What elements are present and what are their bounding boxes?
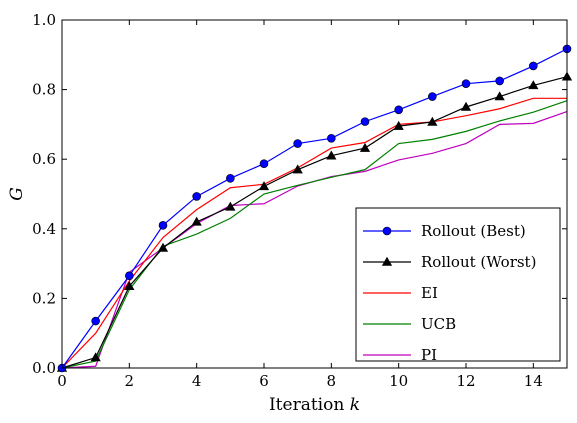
legend-marker bbox=[381, 256, 393, 266]
x-axis-label-var: k bbox=[350, 395, 360, 415]
x-axis-label: Iteration k bbox=[269, 395, 360, 415]
data-point bbox=[427, 116, 438, 126]
x-tick-label: 6 bbox=[259, 372, 269, 390]
x-axis-label-text: Iteration bbox=[269, 395, 350, 415]
y-tick-label: 0.8 bbox=[32, 81, 56, 99]
legend-label: PI bbox=[421, 346, 437, 364]
data-point bbox=[259, 159, 269, 169]
data-point bbox=[258, 181, 270, 191]
x-tick-label: 2 bbox=[125, 372, 135, 390]
y-tick-label: 0.6 bbox=[32, 150, 56, 168]
series-rollout-best bbox=[57, 44, 572, 373]
data-point bbox=[125, 271, 134, 281]
data-point bbox=[528, 80, 539, 90]
legend-entry-ei: EI bbox=[363, 284, 438, 302]
y-tick-label: 1.0 bbox=[32, 11, 56, 29]
data-point bbox=[124, 281, 135, 290]
series-rollout-worst bbox=[56, 71, 573, 372]
series-ei bbox=[61, 97, 567, 369]
y-axis-label: G bbox=[7, 187, 27, 201]
legend-entry-rollout-best: Rollout (Best) bbox=[363, 222, 526, 240]
data-point bbox=[327, 134, 336, 143]
data-point bbox=[191, 216, 202, 226]
data-point bbox=[461, 79, 471, 88]
x-tick-label: 12 bbox=[456, 372, 475, 390]
data-point bbox=[90, 352, 101, 362]
legend-marker bbox=[382, 226, 392, 236]
series-line-rollout-best bbox=[61, 48, 568, 369]
legend-entry-pi: PI bbox=[363, 346, 437, 364]
legend-label: UCB bbox=[421, 315, 456, 333]
series-line-rollout-worst bbox=[61, 76, 568, 369]
data-point bbox=[360, 117, 370, 126]
x-tick-label: 8 bbox=[327, 372, 337, 390]
data-point bbox=[225, 201, 236, 211]
data-point bbox=[494, 91, 505, 101]
series-line-ei bbox=[61, 97, 567, 369]
legend: Rollout (Best) Rollout (Worst) EI UCB PI bbox=[355, 207, 561, 364]
y-tick-label: 0.0 bbox=[32, 359, 56, 377]
data-point bbox=[428, 92, 437, 101]
data-point bbox=[359, 142, 371, 152]
data-point bbox=[326, 150, 337, 160]
y-tick-label: 0.4 bbox=[32, 220, 56, 238]
legend-entry-rollout-worst: Rollout (Worst) bbox=[363, 253, 536, 271]
data-point bbox=[393, 120, 404, 130]
data-point bbox=[460, 101, 472, 111]
x-tick-label: 14 bbox=[524, 372, 543, 390]
legend-label: Rollout (Best) bbox=[421, 222, 526, 240]
data-point bbox=[394, 105, 403, 115]
y-tick-label: 0.2 bbox=[32, 289, 56, 307]
data-point bbox=[226, 174, 235, 183]
data-point bbox=[529, 61, 538, 71]
x-tick-label: 4 bbox=[192, 372, 202, 390]
data-point bbox=[293, 139, 302, 148]
data-point bbox=[495, 76, 504, 86]
data-point bbox=[158, 221, 168, 230]
data-point bbox=[157, 242, 169, 252]
series-layer bbox=[56, 44, 573, 373]
data-point bbox=[292, 164, 303, 174]
data-point bbox=[192, 192, 201, 201]
legend-label: Rollout (Worst) bbox=[421, 253, 536, 271]
ticks-layer: 0 2 4 6 8 10 12 14 0.0 0.2 0.4 0.6 0.8 1.0 bbox=[32, 11, 567, 390]
data-point bbox=[91, 316, 100, 326]
legend-label: EI bbox=[421, 284, 438, 302]
legend-entry-ucb: UCB bbox=[363, 315, 456, 333]
x-tick-label: 0 bbox=[57, 372, 67, 390]
x-tick-label: 10 bbox=[389, 372, 408, 390]
plot-frame bbox=[61, 19, 568, 369]
